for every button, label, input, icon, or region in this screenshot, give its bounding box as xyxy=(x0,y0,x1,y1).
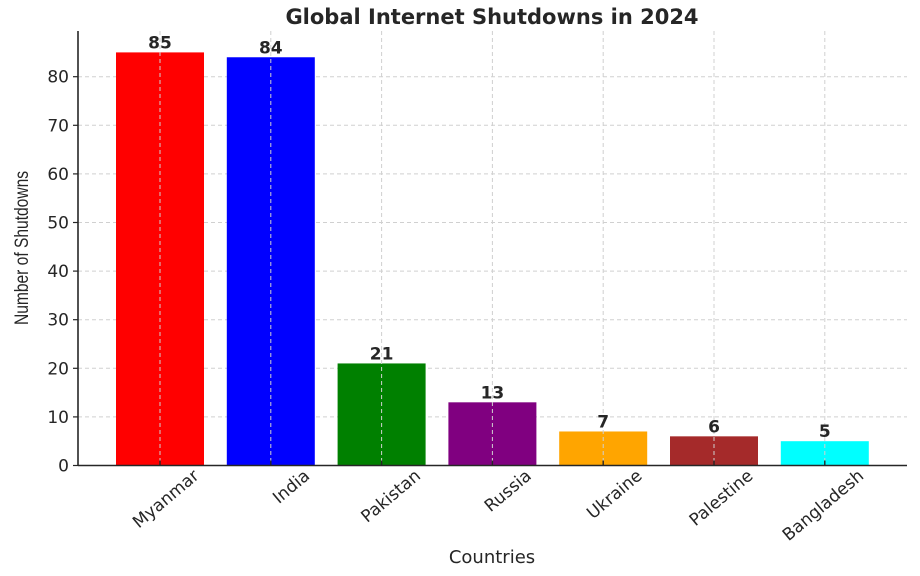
chart-title: Global Internet Shutdowns in 2024 xyxy=(285,5,698,29)
x-tick-label: Pakistan xyxy=(357,466,424,527)
x-tick-label: Palestine xyxy=(686,466,758,531)
x-axis-ticks: Myanmar India Pakistan Russia Ukraine Palesti… xyxy=(129,460,868,545)
x-tick-label: Bangladesh xyxy=(779,466,868,545)
y-tick-label: 50 xyxy=(47,214,69,234)
x-tick-label: India xyxy=(269,466,314,508)
x-axis-label: Countries xyxy=(449,547,535,568)
y-tick-label: 70 xyxy=(47,116,69,136)
bar-value-label: 7 xyxy=(597,412,609,432)
y-tick-label: 20 xyxy=(47,359,69,379)
x-tick-label: Russia xyxy=(481,466,536,516)
vertical-gridlines xyxy=(159,31,826,466)
bar-value-labels: 85 84 21 13 7 6 5 xyxy=(148,33,831,442)
y-tick-label: 80 xyxy=(47,68,69,88)
y-tick-label: 30 xyxy=(47,311,69,331)
bar-value-label: 6 xyxy=(708,417,720,437)
bar-value-label: 5 xyxy=(819,422,831,442)
bar-pakistan xyxy=(337,363,426,466)
y-tick-label: 40 xyxy=(47,262,69,282)
bar-value-label: 84 xyxy=(259,38,283,58)
y-tick-label: 10 xyxy=(47,408,69,428)
y-axis-label: Number of Shutdowns xyxy=(11,171,33,325)
bar-value-label: 85 xyxy=(148,33,172,53)
bar-value-label: 21 xyxy=(370,344,394,364)
y-tick-label: 0 xyxy=(58,457,69,477)
bar-value-label: 13 xyxy=(481,383,505,403)
y-axis-ticks: 0 10 20 30 40 50 60 70 80 xyxy=(47,68,78,477)
x-tick-label: Ukraine xyxy=(583,466,646,524)
y-tick-label: 60 xyxy=(47,165,69,185)
x-tick-label: Myanmar xyxy=(129,466,203,533)
